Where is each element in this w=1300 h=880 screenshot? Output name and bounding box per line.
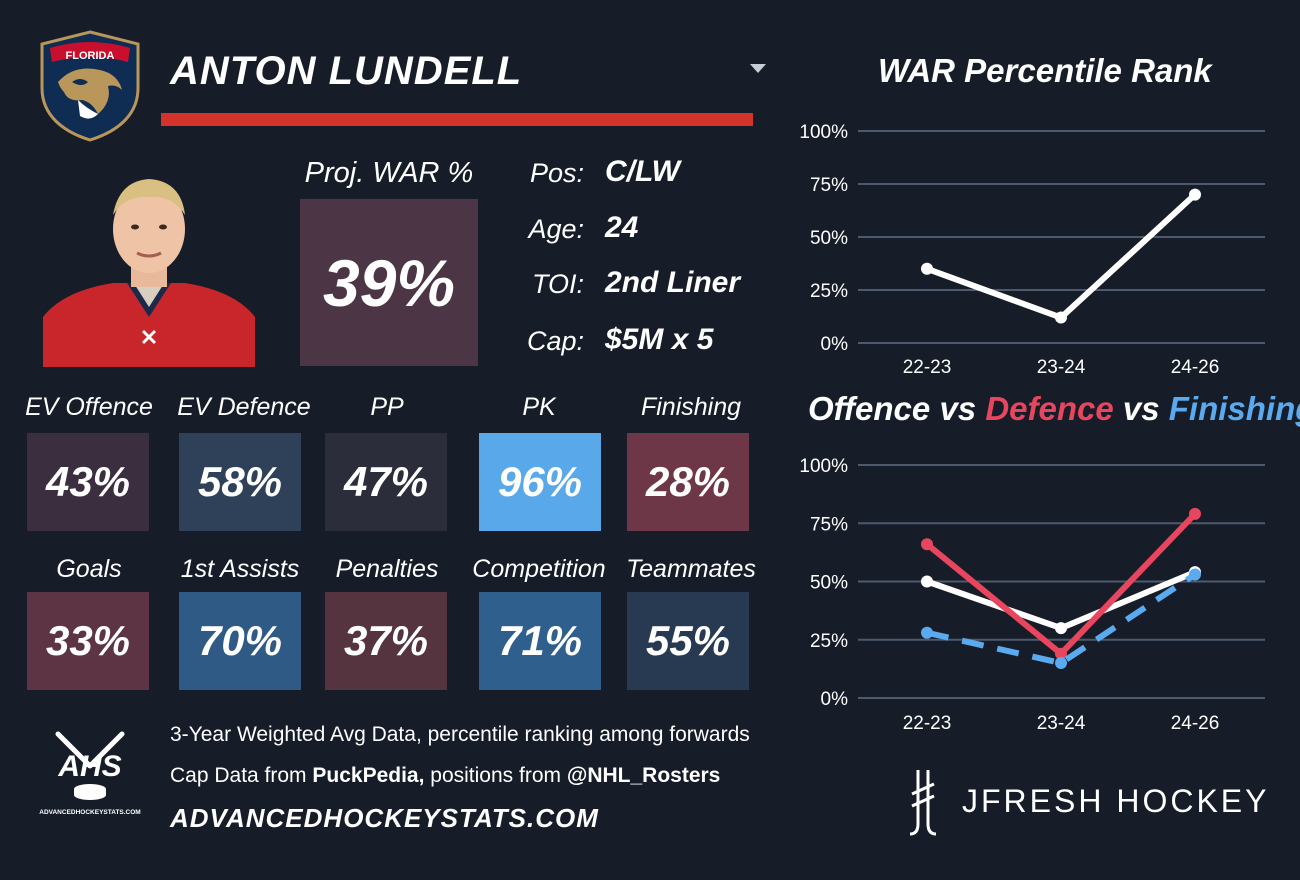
info-key-cap: Cap: <box>526 326 584 356</box>
proj-war-label: Proj. WAR % <box>304 157 474 189</box>
y-tick-label-3: 75% <box>810 175 848 196</box>
footer-note-data: 3-Year Weighted Avg Data, percentile ran… <box>170 723 750 746</box>
stat-label-penalties: Penalties <box>335 555 439 583</box>
stat-label-teammates: Teammates <box>626 555 756 583</box>
data-point-finishing-2 <box>1189 568 1201 581</box>
y-tick-label-4: 100% <box>799 122 848 143</box>
x-tick-label-2: 24-26 <box>1171 357 1220 378</box>
data-point-offence-1 <box>1055 622 1067 635</box>
chevron-down-icon[interactable] <box>750 64 766 73</box>
y-tick-label-2: 50% <box>810 228 848 249</box>
player-name: ANTON LUNDELL <box>170 49 523 93</box>
player-headshot <box>43 167 255 367</box>
x-tick-label-0: 22-23 <box>903 713 952 734</box>
series-line-0 <box>924 191 1198 321</box>
svg-text:ADVANCEDHOCKEYSTATS.COM: ADVANCEDHOCKEYSTATS.COM <box>39 809 140 816</box>
data-point-0-0 <box>921 262 933 275</box>
info-value-cap: $5M x 5 <box>605 323 714 356</box>
y-tick-label-0: 0% <box>821 334 849 355</box>
chart-title-components: Offence vs Defence vs Finishing <box>808 389 1300 429</box>
svg-text:FLORIDA: FLORIDA <box>66 50 115 62</box>
stat-tile-goals: 33% <box>27 592 149 690</box>
chart-title-vs-2: vs <box>1113 390 1169 427</box>
stat-tile-pp: 47% <box>325 433 447 531</box>
svg-text:JFRESH HOCKEY: JFRESH HOCKEY <box>962 783 1269 819</box>
stat-tile-penalties: 37% <box>325 592 447 690</box>
y-tick-label-0: 0% <box>821 689 849 710</box>
stat-tile-ev-offence: 43% <box>27 433 149 531</box>
stat-tile-finishing: 28% <box>627 433 749 531</box>
y-tick-label-1: 25% <box>810 281 848 302</box>
chart-title-war: WAR Percentile Rank <box>878 52 1212 89</box>
chart-title-vs-1: vs <box>930 390 986 427</box>
header-accent-bar <box>161 113 753 126</box>
x-tick-label-2: 24-26 <box>1171 713 1220 734</box>
info-value-age: 24 <box>605 211 639 244</box>
chart-title-defence: Defence <box>985 390 1114 427</box>
stat-tile-pk: 96% <box>479 433 601 531</box>
chart-title-finishing: Finishing <box>1168 390 1300 427</box>
footer-note-text-c: positions from <box>424 764 567 787</box>
data-point-offence-0 <box>921 575 933 588</box>
data-point-0-1 <box>1055 311 1067 324</box>
info-value-pos: C/LW <box>605 155 680 188</box>
stat-tile-competition: 71% <box>479 592 601 690</box>
stat-label-1st-assists: 1st Assists <box>180 555 300 583</box>
footer-link-nhl-rosters[interactable]: @NHL_Rosters <box>566 764 721 787</box>
data-point-0-2 <box>1189 188 1201 201</box>
info-key-pos: Pos: <box>529 158 584 188</box>
footer-link-puckpedia[interactable]: PuckPedia, <box>312 764 425 787</box>
x-tick-label-0: 22-23 <box>903 357 952 378</box>
y-tick-label-1: 25% <box>810 631 848 652</box>
ahs-logo: AHS ADVANCEDHOCKEYSTATS.COM <box>39 731 141 816</box>
info-value-toi: 2nd Liner <box>605 266 741 299</box>
data-point-defence-2 <box>1189 507 1201 520</box>
info-key-toi: TOI: <box>531 269 584 299</box>
stat-tile-1st-assists: 70% <box>179 592 301 690</box>
component-percentile-chart: 0% 25% 50% 75% 100% 22-23 23-24 24-26 <box>799 456 1265 734</box>
war-percentile-chart: 0% 25% 50% 75% 100% 22-23 23-24 24-26 <box>799 122 1265 378</box>
stat-label-pk: PK <box>522 393 556 421</box>
stat-label-competition: Competition <box>472 555 606 583</box>
x-tick-label-1: 23-24 <box>1037 357 1086 378</box>
svg-text:AHS: AHS <box>57 750 121 783</box>
stat-label-ev-offence: EV Offence <box>25 393 153 421</box>
stat-label-pp: PP <box>370 393 404 421</box>
jfresh-hockey-logo: JFRESH HOCKEY <box>909 770 1269 836</box>
florida-panthers-logo: FLORIDA <box>40 30 140 142</box>
y-tick-label-2: 50% <box>810 573 848 594</box>
stat-tile-teammates: 55% <box>627 592 749 690</box>
data-point-finishing-0 <box>921 626 933 639</box>
stat-label-finishing: Finishing <box>640 393 742 421</box>
y-tick-label-4: 100% <box>799 456 848 477</box>
footer-note-sources: Cap Data from PuckPedia, positions from … <box>170 763 720 789</box>
chart-title-offence: Offence <box>808 390 931 427</box>
stat-label-goals: Goals <box>56 555 122 583</box>
site-url-link[interactable]: ADVANCEDHOCKEYSTATS.COM <box>170 803 599 833</box>
stat-label-ev-defence: EV Defence <box>177 393 311 421</box>
stat-tile-ev-defence: 58% <box>179 433 301 531</box>
proj-war-value: 39% <box>300 199 478 366</box>
x-tick-label-1: 23-24 <box>1037 713 1086 734</box>
info-key-age: Age: <box>528 214 584 244</box>
footer-note-text-a: Cap Data from <box>170 764 313 787</box>
y-tick-label-3: 75% <box>810 514 848 535</box>
data-point-defence-1 <box>1055 647 1067 660</box>
data-point-defence-0 <box>921 538 933 551</box>
data-point-finishing-1 <box>1055 657 1067 670</box>
series-line-finishing <box>926 572 1197 667</box>
